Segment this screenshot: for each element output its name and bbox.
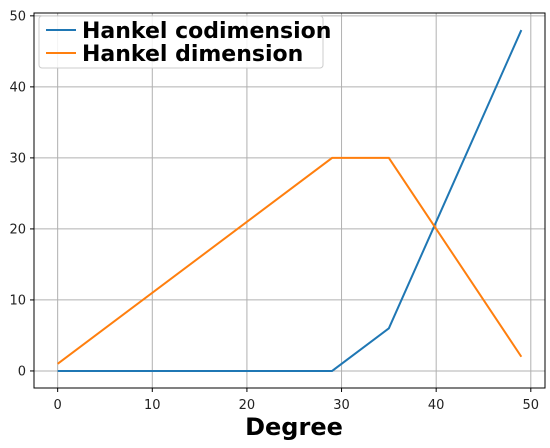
x-axis-label: Degree <box>245 413 343 441</box>
x-tick-label: 30 <box>333 398 350 413</box>
x-tick-label: 0 <box>54 398 62 413</box>
y-tick-label: 30 <box>9 151 26 166</box>
y-tick-label: 10 <box>9 293 26 308</box>
legend: Hankel codimension Hankel dimension <box>38 15 331 69</box>
x-tick-label: 40 <box>428 398 445 413</box>
legend-box <box>38 15 324 69</box>
grid-lines <box>34 13 545 388</box>
x-tick-label: 20 <box>239 398 256 413</box>
series-line-hankel-codimension <box>57 29 523 372</box>
plot-frame <box>33 12 546 389</box>
y-tick-label: 0 <box>18 364 26 379</box>
y-tick-label: 20 <box>9 222 26 237</box>
plot-lines <box>57 29 523 372</box>
y-tick-label: 40 <box>9 80 26 95</box>
x-tick-label: 50 <box>523 398 540 413</box>
series-line-hankel-dimension <box>57 156 523 365</box>
axis-ticks: 0 10 20 30 40 50 0 10 20 30 40 50 <box>9 9 539 413</box>
legend-label-hankel-codimension: Hankel codimension <box>82 19 331 44</box>
legend-label-hankel-dimension: Hankel dimension <box>82 42 303 67</box>
y-tick-label: 50 <box>9 9 26 24</box>
x-tick-label: 10 <box>144 398 161 413</box>
